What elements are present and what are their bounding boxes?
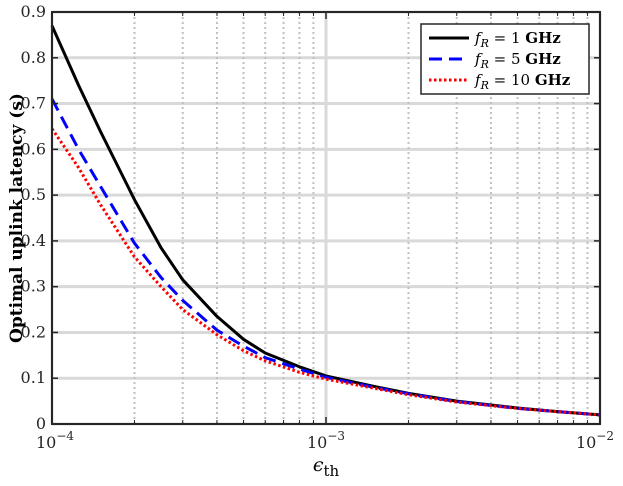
tick-labels: 00.10.20.30.40.50.60.70.80.910−4 10−3 10−2 (21, 2, 614, 452)
legend-entry-2: fR = 5 GHz (474, 50, 561, 71)
x-axis-label-sub: th (323, 462, 339, 480)
x-axis-label-base: ϵ (313, 454, 324, 476)
x-tick-label: 10−2 (576, 429, 614, 452)
legend-unit: GHz (525, 29, 561, 47)
series-line-3 (50, 127, 601, 417)
legend-sub: R (480, 58, 489, 71)
y-tick-label: 0.8 (21, 48, 46, 67)
y-tick-label: 0.1 (21, 368, 46, 387)
ticks (51, 11, 601, 425)
x-tick-label-base: 10 (576, 433, 596, 452)
x-axis-label: ϵth (313, 454, 340, 480)
legend-eq: = 10 (489, 71, 535, 89)
legend-unit: GHz (535, 71, 571, 89)
legend-eq: = 1 (489, 29, 525, 47)
y-tick-label: 0.6 (21, 139, 46, 158)
legend-entry-3: fR = 10 GHz (474, 71, 571, 92)
y-axis-label: Optimal uplink latency (s) (7, 93, 27, 343)
x-tick-label-base: 10 (307, 433, 327, 452)
y-tick-label: 0.7 (21, 94, 46, 113)
y-tick-label: 0 (36, 414, 46, 433)
x-tick-label-exponent: −4 (56, 429, 74, 443)
x-tick-label-exponent: −3 (327, 429, 345, 443)
y-tick-label: 0.9 (21, 2, 46, 21)
x-tick-label-base: 10 (36, 433, 56, 452)
legend-var: f (474, 71, 483, 89)
legend-sub: R (480, 37, 489, 50)
y-tick-label: 0.2 (21, 322, 46, 341)
legend-sub: R (480, 79, 489, 92)
y-tick-label: 0.3 (21, 277, 46, 296)
legend-eq: = 5 (489, 50, 525, 68)
x-tick-label: 10−3 (307, 429, 345, 452)
x-tick-label-exponent: −2 (596, 429, 614, 443)
series-line-2 (50, 98, 601, 417)
legend-unit: GHz (525, 50, 561, 68)
series-layer (50, 25, 601, 417)
legend-var: f (474, 50, 483, 68)
legend-entry-1: fR = 1 GHz (474, 29, 561, 50)
legend-var: f (474, 29, 483, 47)
x-tick-label: 10−4 (36, 429, 74, 452)
y-tick-label: 0.4 (21, 231, 46, 250)
y-tick-label: 0.5 (21, 185, 46, 204)
series-line-1 (50, 25, 601, 417)
